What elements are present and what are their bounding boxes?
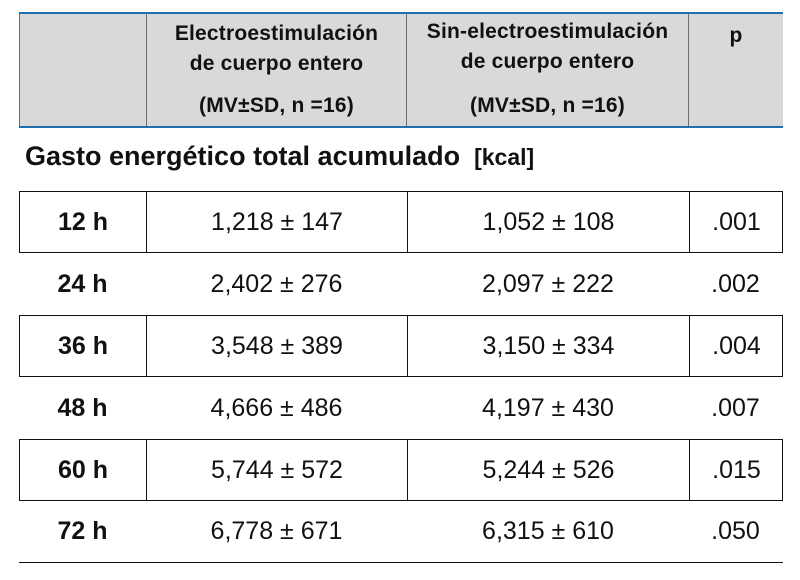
time-cell: 24 h	[57, 269, 108, 298]
section-unit: [kcal]	[474, 144, 535, 170]
ems-value-cell: 2,402 ± 276	[210, 269, 343, 298]
no-ems-value-cell: 4,197 ± 430	[482, 393, 614, 422]
time-cell: 12 h	[20, 192, 147, 252]
table-row: 72 h 6,778 ± 671 6,315 ± 610 .050	[19, 500, 783, 562]
header-no-ems-line2: de cuerpo entero	[460, 50, 635, 73]
p-value-cell: .007	[711, 393, 760, 422]
header-no-ems-group: Sin-electroestimulación de cuerpo entero…	[407, 14, 689, 126]
header-p-label: p	[729, 24, 743, 47]
table-row: 24 h 2,402 ± 276 2,097 ± 222 .002	[19, 253, 783, 315]
header-no-ems-stats: (MV±SD, n =16)	[470, 94, 625, 117]
ems-value-cell: 5,744 ± 572	[147, 440, 408, 500]
header-no-ems-line1: Sin-electroestimulación	[426, 20, 669, 43]
header-empty-cell	[19, 14, 147, 126]
table-row: 36 h 3,548 ± 389 3,150 ± 334 .004	[19, 315, 783, 377]
no-ems-value-cell: 2,097 ± 222	[482, 269, 614, 298]
ems-value-cell: 6,778 ± 671	[210, 516, 343, 545]
header-ems-stats: (MV±SD, n =16)	[199, 94, 354, 117]
time-cell: 60 h	[20, 440, 147, 500]
table-row: 60 h 5,744 ± 572 5,244 ± 526 .015	[19, 439, 783, 501]
p-value-cell: .004	[712, 331, 761, 360]
no-ems-value-cell: 5,244 ± 526	[408, 440, 690, 500]
time-cell: 36 h	[20, 316, 147, 376]
p-value-cell: .002	[711, 269, 760, 298]
no-ems-value-cell: 1,052 ± 108	[408, 192, 690, 252]
p-value-cell: .001	[712, 207, 761, 236]
table-bottom-rule	[19, 562, 783, 563]
p-value-cell: .050	[711, 516, 760, 545]
no-ems-value-cell: 3,150 ± 334	[408, 316, 690, 376]
ems-value-cell: 1,218 ± 147	[147, 192, 408, 252]
time-cell: 72 h	[57, 516, 108, 545]
ems-value-cell: 4,666 ± 486	[210, 393, 343, 422]
no-ems-value-cell: 6,315 ± 610	[482, 516, 614, 545]
table-header: Electroestimulación de cuerpo entero (MV…	[19, 12, 783, 128]
header-ems-line1: Electroestimulación	[174, 22, 379, 45]
header-ems-group: Electroestimulación de cuerpo entero (MV…	[147, 14, 407, 126]
table-row: 12 h 1,218 ± 147 1,052 ± 108 .001	[19, 191, 783, 253]
header-p-value: p	[689, 14, 783, 126]
header-ems-line2: de cuerpo entero	[189, 52, 364, 75]
table-row: 48 h 4,666 ± 486 4,197 ± 430 .007	[19, 377, 783, 439]
p-value-cell: .015	[712, 455, 761, 484]
section-title-text: Gasto energético total acumulado	[25, 141, 461, 171]
time-cell: 48 h	[57, 393, 108, 422]
section-title: Gasto energético total acumulado [kcal]	[25, 141, 534, 172]
ems-value-cell: 3,548 ± 389	[147, 316, 408, 376]
